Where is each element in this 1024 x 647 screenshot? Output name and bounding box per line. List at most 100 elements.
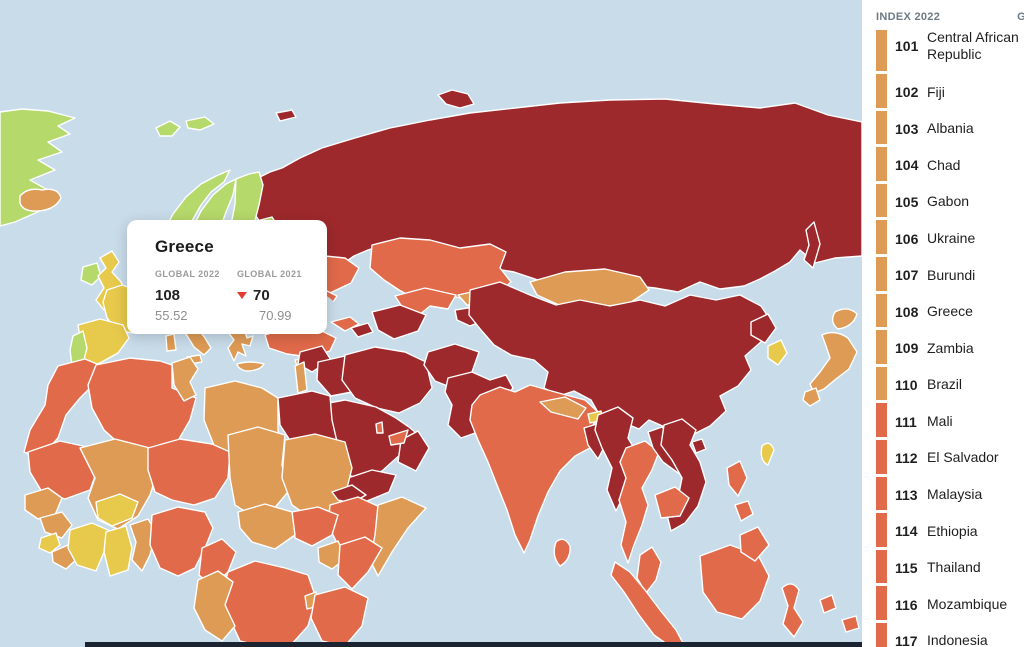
rank-row-102[interactable]: 102 Fiji [862,74,1024,111]
rank-row-108[interactable]: 108 Greece [862,293,1024,331]
country-svalbard-west[interactable] [155,120,181,137]
rank-row-104[interactable]: 104 Chad [862,147,1024,184]
country-ivory-coast[interactable] [67,522,109,572]
country-burkina-faso[interactable] [95,493,139,527]
country-south-korea[interactable] [767,339,788,366]
country-sardinia[interactable] [165,333,177,352]
map-tooltip: Greece GLOBAL 2022 108 55.52 GLOBAL 2021… [127,220,327,334]
rank-row-111[interactable]: 111 Mali [862,403,1024,440]
country-borneo[interactable] [699,544,770,620]
country-crete-highlighted[interactable] [236,361,265,372]
bottom-panel-edge [85,642,862,647]
country-kenya[interactable] [337,536,383,590]
country-sulawesi[interactable] [781,583,804,638]
country-sierra-leone[interactable] [38,532,61,554]
country-cambodia[interactable] [654,486,690,519]
country-philippines-mindanao[interactable] [739,526,770,562]
country-tanzania[interactable] [310,586,369,647]
country-china[interactable] [468,281,772,437]
country-chad[interactable] [227,426,289,517]
country-label: Mozambique [927,595,1008,612]
country-oman[interactable] [397,430,430,472]
category-color-bar [876,622,887,647]
country-label: Albania [927,120,974,137]
country-qatar[interactable] [375,421,384,434]
sidebar-header: INDEX 2022 G [862,0,1024,30]
country-label: Zambia [927,339,974,356]
rank-number: 116 [895,596,918,613]
country-turkmenistan[interactable] [371,304,427,340]
country-guinea[interactable] [39,511,73,539]
rank-list[interactable]: 101 Central African Republic 102 Fiji 103 A… [862,18,1024,647]
country-azerbaijan[interactable] [350,322,374,338]
country-label: Greece [927,303,973,320]
country-tunisia[interactable] [171,356,199,402]
category-color-bar [876,256,887,294]
country-mauritania[interactable] [27,440,99,500]
category-color-bar [876,403,887,440]
country-south-sudan[interactable] [291,506,339,547]
rank-row-106[interactable]: 106 Ukraine [862,220,1024,257]
category-color-bar [876,147,887,184]
rank-row-110[interactable]: 110 Brazil [862,366,1024,404]
category-color-bar [876,74,887,111]
country-hainan[interactable] [691,438,707,454]
country-japan-kyushu[interactable] [802,387,821,407]
rank-row-113[interactable]: 113 Malaysia [862,476,1024,514]
country-nepal[interactable] [539,396,587,420]
rank-row-107[interactable]: 107 Burundi [862,256,1024,294]
country-gabon-congo[interactable] [193,570,236,642]
country-niger[interactable] [147,438,231,506]
country-vietnam[interactable] [660,418,707,532]
rank-number: 102 [895,84,919,101]
country-ireland[interactable] [80,262,102,286]
country-north-korea[interactable] [750,313,777,344]
country-nigeria[interactable] [149,506,214,577]
index-2022-header: INDEX 2022 [876,11,941,23]
country-japan-hokkaido[interactable] [831,308,858,330]
country-thailand[interactable] [618,440,660,564]
country-india[interactable] [469,384,601,554]
country-maluku-islands[interactable] [819,594,860,633]
country-novaya-zemlya[interactable] [437,89,475,109]
country-philippines-luzon[interactable] [726,460,748,497]
rank-row-109[interactable]: 109 Zambia [862,330,1024,367]
country-label: Ukraine [927,229,976,246]
rank-number: 109 [895,340,919,357]
rank-row-115[interactable]: 115 Thailand [862,549,1024,587]
country-ghana[interactable] [103,525,133,577]
country-sakhalin[interactable] [803,221,821,269]
rank-row-105[interactable]: 105 Gabon [862,183,1024,221]
category-color-bar [876,513,887,550]
country-iran[interactable] [341,346,433,414]
rank-row-103[interactable]: 103 Albania [862,110,1024,148]
rank-row-112[interactable]: 112 El Salvador [862,439,1024,477]
rank-row-116[interactable]: 116 Mozambique [862,586,1024,623]
country-uae[interactable] [388,429,409,446]
country-levant[interactable] [294,361,308,394]
rank-row-114[interactable]: 114 Ethiopia [862,513,1024,550]
country-malaysia-peninsula[interactable] [636,546,662,594]
rank-row-117[interactable]: 117 Indonesia [862,622,1024,647]
rank-row-101[interactable]: 101 Central African Republic [862,18,1024,74]
country-mongolia[interactable] [529,268,650,309]
country-central-african-republic[interactable] [237,503,296,550]
country-japan-honshu[interactable] [809,331,858,394]
rank-number: 101 [895,38,919,54]
category-color-bar [876,293,887,331]
country-greenland[interactable] [0,108,76,227]
country-iceland[interactable] [19,188,62,212]
country-togo-benin[interactable] [129,518,157,572]
country-svalbard-east[interactable] [185,116,215,131]
country-sri-lanka[interactable] [553,538,571,567]
rank-number: 115 [895,560,918,577]
category-color-bar [876,330,887,367]
country-taiwan[interactable] [760,442,775,466]
country-novaya-zemlya-tip[interactable] [275,109,297,122]
country-label: Malaysia [927,486,983,503]
country-label: Brazil [927,376,963,393]
country-algeria[interactable] [87,357,197,462]
country-label: Fiji [927,83,945,100]
country-philippines-visayas[interactable] [734,500,754,522]
